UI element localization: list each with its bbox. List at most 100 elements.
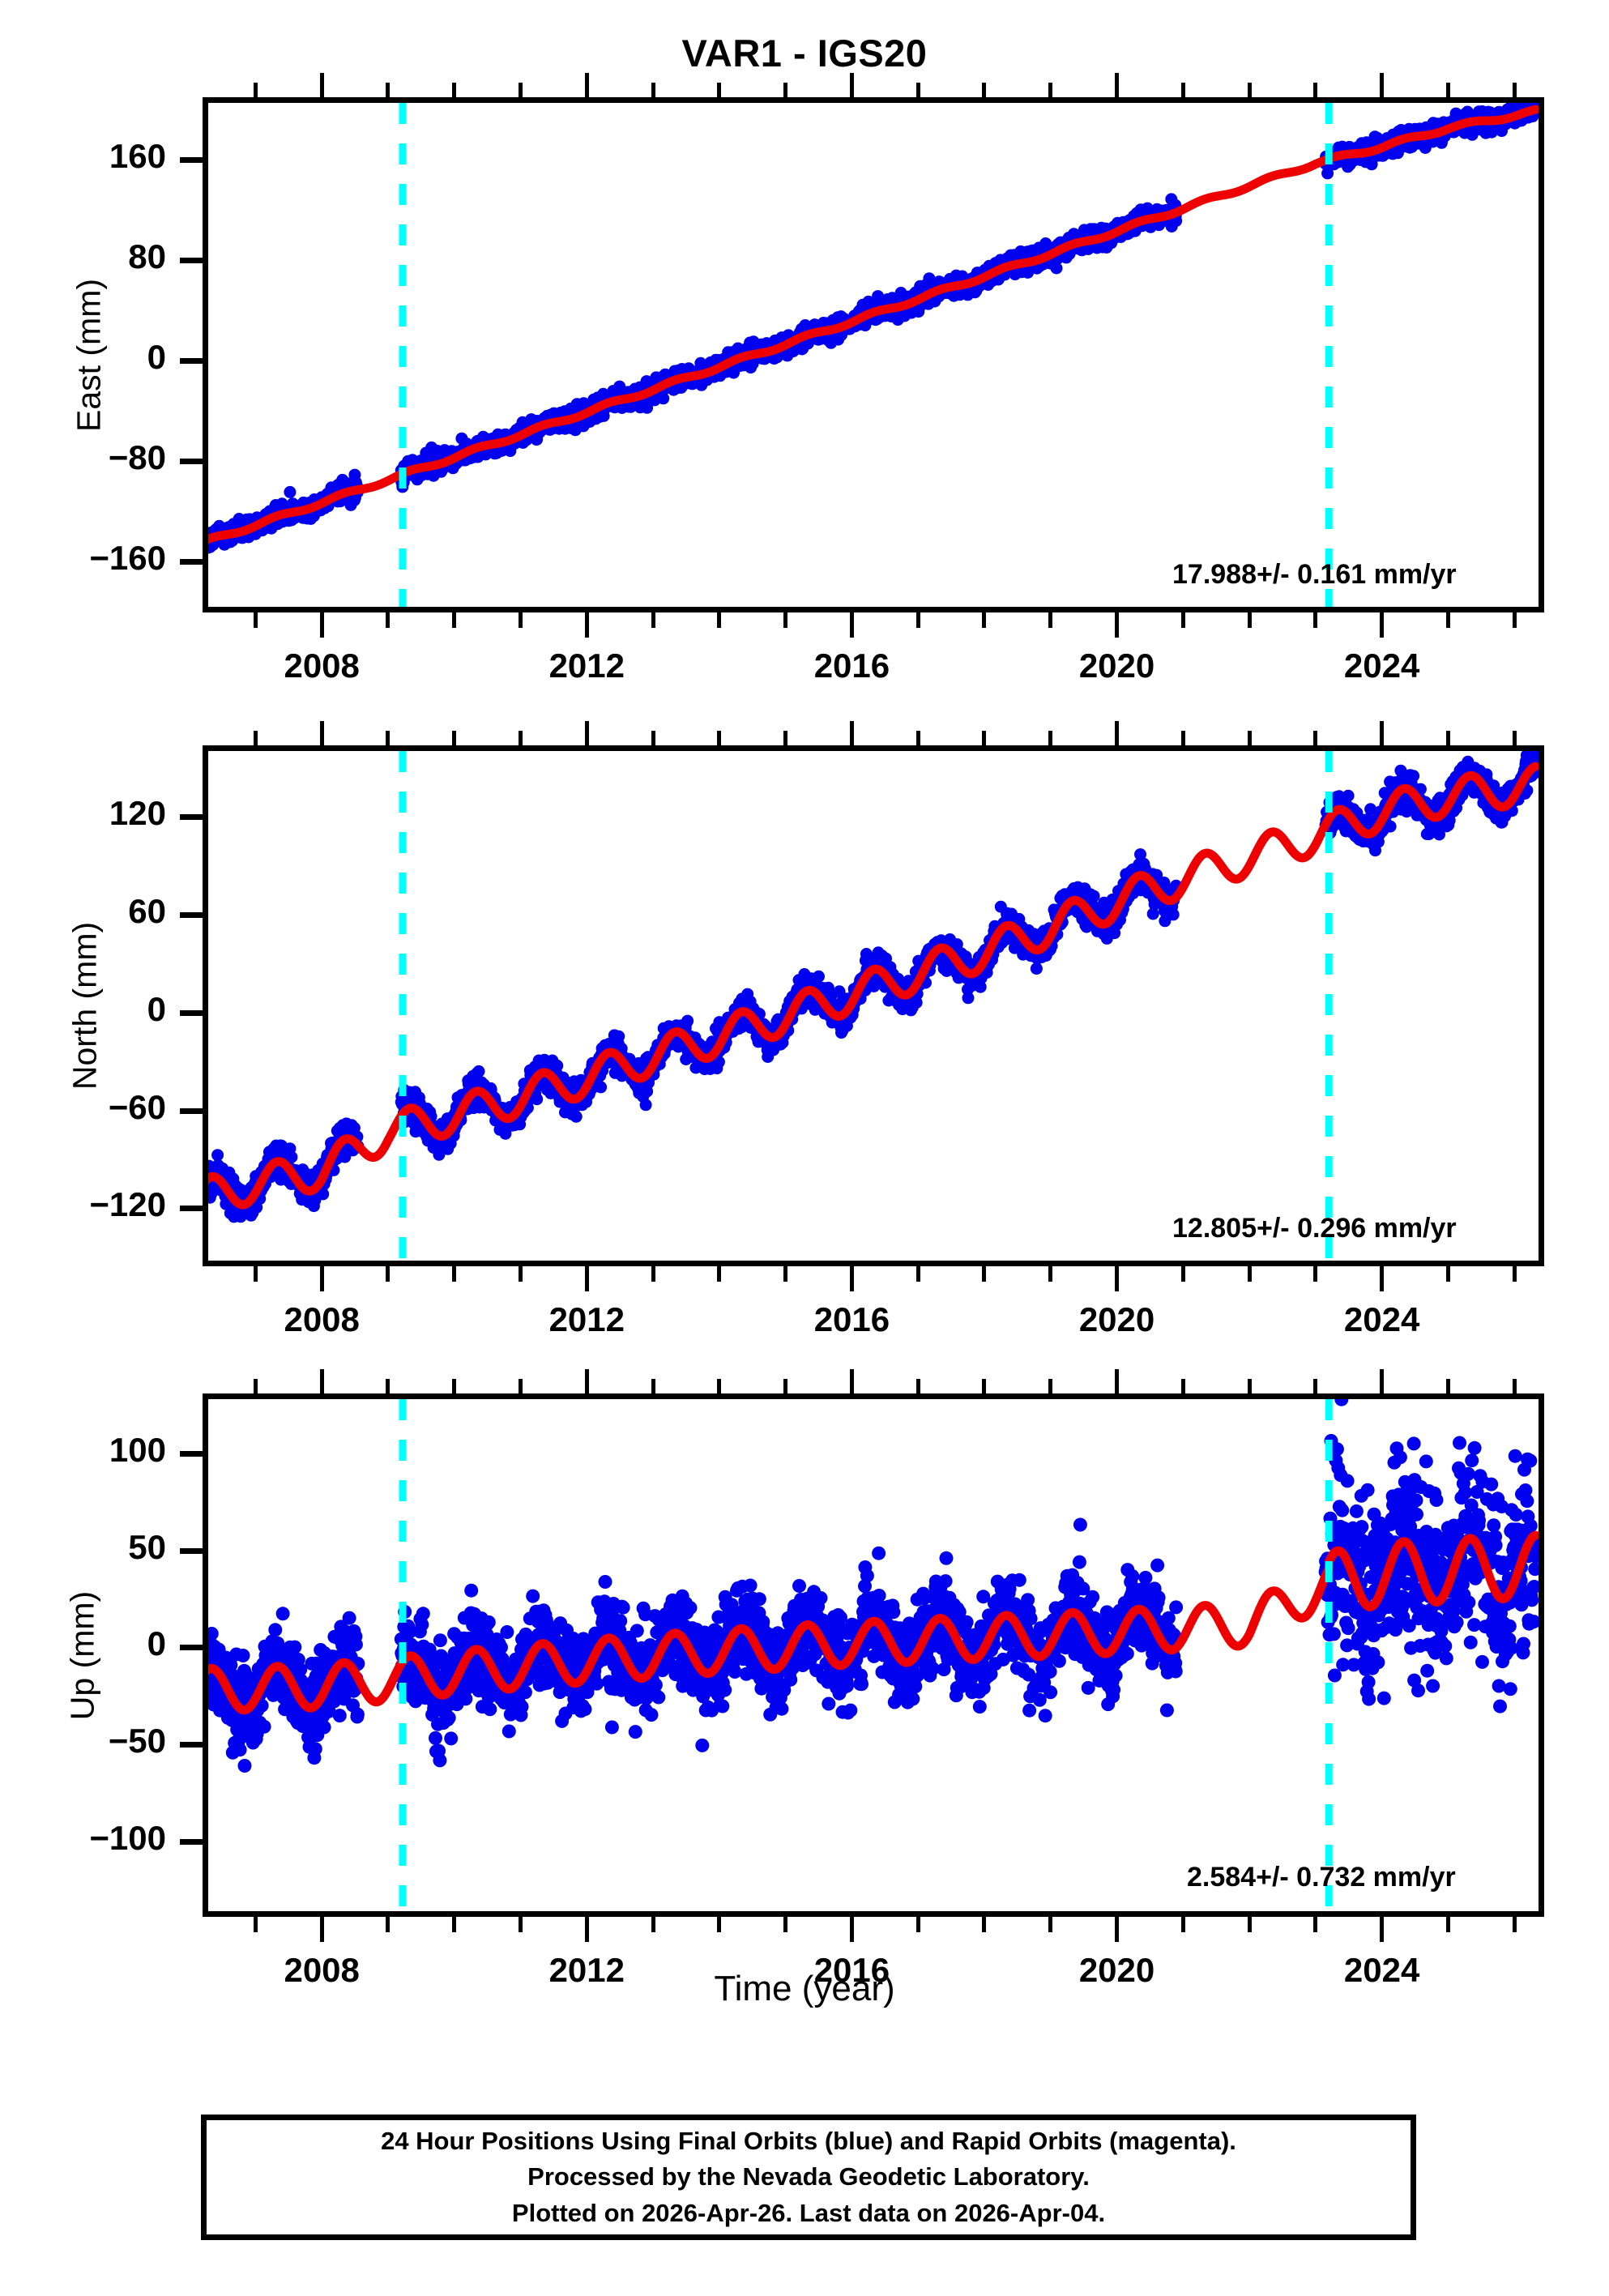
x-tick-mark: [386, 610, 391, 628]
x-tick-mark: [1313, 1264, 1318, 1282]
y-tick-mark: [180, 1742, 203, 1748]
plot-north: [208, 751, 1539, 1261]
y-tick-label: −80: [108, 438, 166, 477]
x-tick-mark-top: [1445, 1379, 1450, 1397]
panel-up-rate: 2.584+/- 0.732 mm/yr: [1187, 1862, 1456, 1893]
x-tick-mark-top: [1313, 731, 1318, 749]
x-tick-label: 2024: [1343, 1951, 1420, 1989]
x-tick-mark: [1247, 610, 1252, 628]
y-tick-mark: [180, 559, 203, 565]
x-tick-mark-top: [651, 1379, 655, 1397]
plot-up: [208, 1399, 1539, 1911]
x-tick-mark-top: [253, 731, 258, 749]
x-tick-mark-top: [1048, 731, 1053, 749]
x-tick-mark: [651, 1914, 655, 1932]
x-tick-mark-top: [519, 83, 523, 100]
y-tick-mark: [180, 1645, 203, 1651]
y-tick-mark: [180, 156, 203, 163]
x-tick-mark-top: [783, 731, 788, 749]
x-tick-mark: [584, 1264, 589, 1291]
x-tick-label: 2024: [1343, 1300, 1420, 1338]
y-tick-label: −120: [89, 1185, 166, 1224]
x-tick-mark-top: [651, 83, 655, 100]
x-tick-mark: [849, 610, 854, 638]
y-tick-mark: [180, 1451, 203, 1457]
x-tick-mark-top: [1445, 731, 1450, 749]
x-tick-label: 2016: [813, 647, 890, 685]
y-tick-mark: [180, 813, 203, 820]
x-tick-mark-top: [386, 1379, 391, 1397]
x-tick-mark: [651, 1264, 655, 1282]
x-tick-mark-top: [849, 721, 854, 749]
y-tick-label: −60: [108, 1087, 166, 1126]
panel-north-rate: 12.805+/- 0.296 mm/yr: [1172, 1213, 1457, 1244]
x-tick-mark-top: [1313, 83, 1318, 100]
x-tick-mark-top: [1115, 1369, 1120, 1397]
x-tick-mark: [982, 610, 987, 628]
x-tick-label: 2008: [284, 647, 360, 685]
x-tick-mark: [783, 1264, 788, 1282]
x-tick-mark-top: [717, 731, 722, 749]
x-tick-mark: [319, 1264, 324, 1291]
panel-north: [203, 745, 1544, 1266]
x-tick-mark: [1048, 1914, 1053, 1932]
x-tick-label: 2020: [1078, 1951, 1155, 1989]
panel-east: [203, 97, 1544, 612]
x-tick-mark-top: [319, 721, 324, 749]
x-tick-mark: [1313, 1914, 1318, 1932]
y-tick-mark: [180, 1009, 203, 1016]
x-tick-mark: [519, 610, 523, 628]
x-tick-mark: [1247, 1264, 1252, 1282]
x-tick-mark-top: [452, 1379, 457, 1397]
x-tick-label: 2016: [813, 1300, 890, 1338]
y-tick-mark: [180, 1838, 203, 1845]
x-tick-mark-top: [1115, 721, 1120, 749]
x-tick-mark-top: [1512, 731, 1517, 749]
x-tick-mark: [1512, 1914, 1517, 1932]
x-tick-mark-top: [519, 1379, 523, 1397]
x-tick-mark-top: [849, 1369, 854, 1397]
y-tick-label: 120: [109, 793, 166, 832]
x-tick-mark: [849, 1914, 854, 1942]
x-tick-mark-top: [1048, 83, 1053, 100]
x-tick-mark: [717, 1264, 722, 1282]
x-tick-mark-top: [1180, 731, 1185, 749]
x-tick-mark-top: [386, 83, 391, 100]
caption-box: 24 Hour Positions Using Final Orbits (bl…: [201, 2115, 1416, 2240]
x-tick-mark: [1180, 1914, 1185, 1932]
panel-east-rate: 17.988+/- 0.161 mm/yr: [1172, 559, 1457, 590]
x-tick-mark-top: [915, 83, 920, 100]
x-tick-mark: [1180, 610, 1185, 628]
x-tick-mark-top: [783, 1379, 788, 1397]
panel-up: [203, 1393, 1544, 1917]
x-tick-mark: [849, 1264, 854, 1291]
y-tick-mark: [180, 357, 203, 364]
y-tick-label: 50: [128, 1527, 166, 1566]
x-tick-mark-top: [717, 1379, 722, 1397]
x-tick-mark-top: [783, 83, 788, 100]
x-tick-mark: [1313, 610, 1318, 628]
x-tick-mark: [1247, 1914, 1252, 1932]
x-tick-mark-top: [982, 1379, 987, 1397]
x-tick-mark: [1512, 610, 1517, 628]
x-tick-mark-top: [1380, 1369, 1385, 1397]
x-axis-title: Time (year): [714, 1969, 895, 2008]
x-tick-mark: [717, 610, 722, 628]
x-tick-mark-top: [1247, 1379, 1252, 1397]
x-tick-mark: [584, 1914, 589, 1942]
x-tick-mark: [319, 610, 324, 638]
x-tick-mark-top: [651, 731, 655, 749]
x-tick-mark-top: [982, 83, 987, 100]
x-tick-mark-top: [1512, 83, 1517, 100]
x-tick-mark: [1048, 610, 1053, 628]
x-tick-mark-top: [1180, 1379, 1185, 1397]
x-tick-mark-top: [584, 73, 589, 100]
x-tick-mark: [452, 1264, 457, 1282]
x-tick-mark: [1380, 1264, 1385, 1291]
y-tick-label: −100: [89, 1818, 166, 1857]
x-tick-mark: [717, 1914, 722, 1932]
x-tick-mark: [783, 1914, 788, 1932]
x-tick-mark: [519, 1914, 523, 1932]
x-tick-mark: [1115, 1264, 1120, 1291]
